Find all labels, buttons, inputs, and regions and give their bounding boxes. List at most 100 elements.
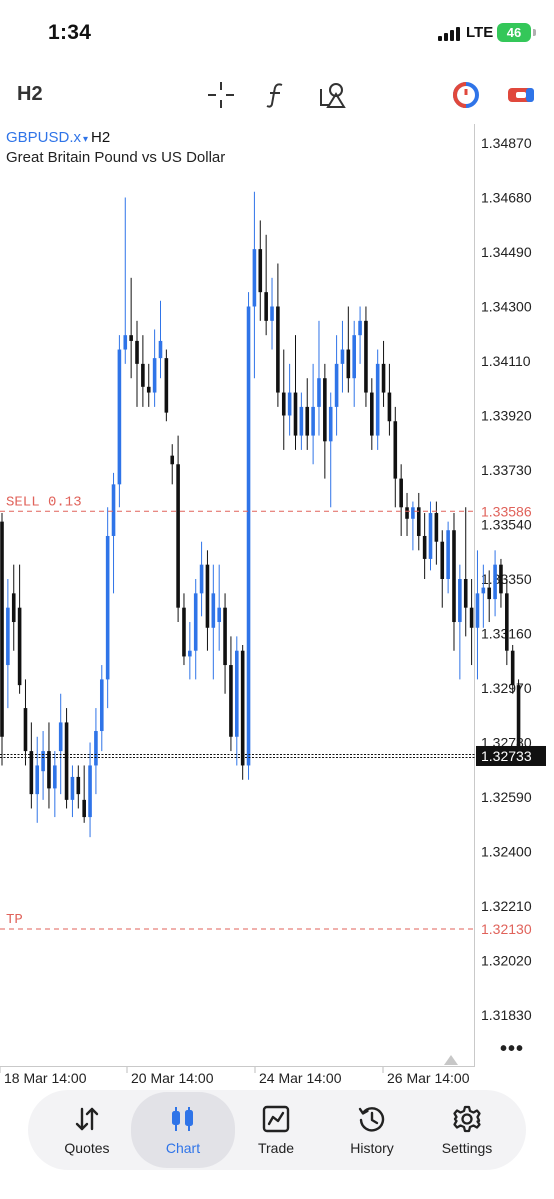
trade-toggle-icon[interactable] xyxy=(506,80,536,110)
candle-body xyxy=(270,306,274,321)
candle-body xyxy=(35,765,40,795)
candle-body xyxy=(188,650,192,657)
take-profit-price-label: 1.32130 xyxy=(481,921,532,937)
chart-shift-icon xyxy=(444,1055,458,1065)
price-axis-label: 1.31830 xyxy=(481,1007,532,1023)
time-axis-label: 24 Mar 14:00 xyxy=(259,1070,342,1086)
symbol-timeframe: H2 xyxy=(91,129,111,146)
candle-body xyxy=(53,765,57,789)
candle-body xyxy=(223,607,227,666)
candle-body xyxy=(487,587,492,600)
candle-body xyxy=(287,392,292,416)
candle-body xyxy=(217,607,221,623)
tab-quotes[interactable]: Quotes xyxy=(39,1092,135,1168)
candle-body xyxy=(364,320,368,393)
chart-toolbar: H2 xyxy=(0,66,554,124)
time-axis-label: 20 Mar 14:00 xyxy=(131,1070,214,1086)
battery-icon: 46 xyxy=(497,23,531,42)
price-axis-label: 1.34300 xyxy=(481,299,532,315)
current-price-label: 1.32733 xyxy=(481,748,532,764)
candle-body xyxy=(323,378,327,442)
candle-body xyxy=(469,607,474,628)
candle-body xyxy=(276,306,280,393)
take-profit-label: TP xyxy=(6,912,23,928)
one-click-trading-icon[interactable] xyxy=(451,80,481,110)
candle-body xyxy=(416,507,421,536)
history-icon xyxy=(358,1107,385,1132)
timeframe-button[interactable]: H2 xyxy=(17,83,43,105)
tab-history[interactable]: History xyxy=(324,1092,420,1168)
candle-body xyxy=(0,521,4,737)
tab-settings-label: Settings xyxy=(441,1140,493,1156)
candle-body xyxy=(340,349,345,364)
candle-body xyxy=(440,541,445,579)
candle-body xyxy=(211,593,216,628)
candle-body xyxy=(123,335,128,350)
chart-icon xyxy=(172,1107,193,1131)
objects-icon[interactable] xyxy=(318,80,348,110)
candle-body xyxy=(411,507,415,519)
tab-trade[interactable]: Trade xyxy=(228,1092,324,1168)
current-price-tag xyxy=(476,745,546,766)
candle-body xyxy=(446,530,450,579)
price-axis-label: 1.32210 xyxy=(481,898,532,914)
candle-body xyxy=(299,406,304,436)
function-icon[interactable] xyxy=(262,80,292,110)
candle-body xyxy=(170,455,175,465)
price-axis-label: 1.33540 xyxy=(481,517,532,533)
candle-body xyxy=(481,587,486,594)
candle-body xyxy=(41,751,45,772)
more-options-icon[interactable]: ••• xyxy=(500,1038,525,1060)
candle-body xyxy=(76,776,81,795)
candle-body xyxy=(246,306,251,766)
candlestick-chart[interactable]: 1.34870 1.34680 1.34490 1.34300 1.34110 1.339… xyxy=(0,124,554,1092)
sell-order-label: SELL 0.13 xyxy=(6,494,82,510)
candle-body xyxy=(428,513,433,559)
status-bar: 1:34 LTE 46 xyxy=(0,0,554,66)
candle-body xyxy=(475,593,480,628)
battery-tip xyxy=(533,29,536,36)
status-time: 1:34 xyxy=(48,21,92,44)
candle-body xyxy=(311,406,315,436)
price-chart[interactable]: 1.34870 1.34680 1.34490 1.34300 1.34110 1.339… xyxy=(0,124,554,1092)
tab-chart[interactable]: Chart xyxy=(131,1092,235,1168)
candle-body xyxy=(176,464,180,608)
candle-body xyxy=(452,530,456,623)
candle-body xyxy=(99,679,104,732)
candle-body xyxy=(94,731,98,766)
price-axis-label: 1.32590 xyxy=(481,789,532,805)
battery-level: 46 xyxy=(506,25,522,40)
settings-icon xyxy=(453,1105,481,1133)
candle-body xyxy=(17,607,22,686)
price-axis-label: 1.34870 xyxy=(481,135,532,151)
candle-body xyxy=(328,406,333,442)
candle-body xyxy=(152,358,157,393)
symbol-header[interactable]: GBPUSD.x ▾ H2 xyxy=(6,129,110,146)
candle-body xyxy=(505,593,509,651)
candle-body xyxy=(434,513,439,542)
candle-body xyxy=(58,722,63,752)
tab-history-label: History xyxy=(350,1140,394,1156)
time-axis-label: 18 Mar 14:00 xyxy=(4,1070,87,1086)
candle-body xyxy=(111,484,116,536)
symbol-dropdown-icon[interactable]: ▾ xyxy=(83,134,89,145)
trade-icon xyxy=(262,1105,290,1133)
candle-body xyxy=(463,579,468,608)
candle-body xyxy=(387,392,392,422)
crosshair-icon[interactable] xyxy=(206,80,236,110)
candle-body xyxy=(252,249,257,307)
candle-body xyxy=(235,650,239,737)
candle-body xyxy=(182,607,186,657)
candle-body xyxy=(64,722,69,800)
candle-body xyxy=(88,765,92,818)
candle-body xyxy=(381,363,386,393)
candle-body xyxy=(29,751,34,795)
candle-body xyxy=(158,340,163,359)
tab-settings[interactable]: Settings xyxy=(419,1092,515,1168)
symbol-name[interactable]: GBPUSD.x xyxy=(6,129,82,146)
candle-body xyxy=(199,564,204,594)
candle-body xyxy=(393,421,398,479)
candle-body xyxy=(146,386,151,393)
candle-body xyxy=(141,363,145,387)
price-axis-label: 1.32400 xyxy=(481,844,532,860)
